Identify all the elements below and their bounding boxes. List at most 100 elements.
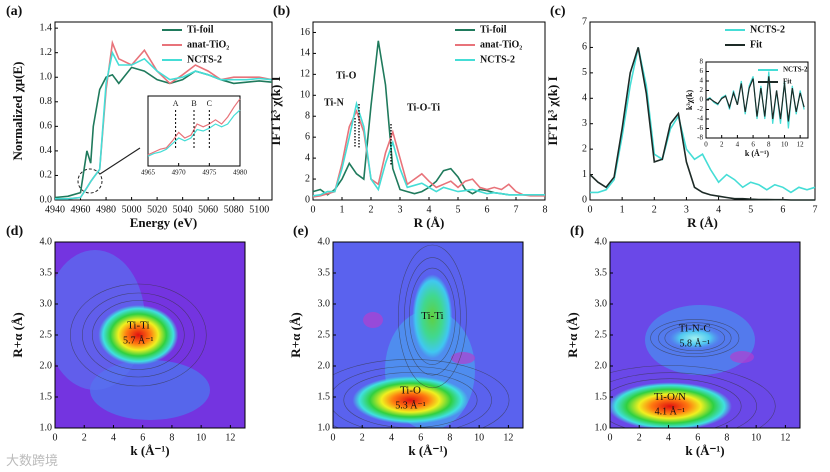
x-tick-label: 12 [503, 432, 513, 443]
x-tick-label: 12 [225, 432, 235, 443]
y-tick-label: 0.8 [40, 96, 53, 107]
x-tick-label: 5040 [173, 204, 193, 215]
y-tick-label: 4.0 [318, 236, 331, 247]
y-tick-label: 6 [582, 42, 587, 53]
annotation: Ti-O-Ti [407, 102, 440, 113]
panel-label: (d) [6, 224, 23, 239]
plot-frame [54, 241, 246, 429]
x-tick-label: 4980 [96, 204, 116, 215]
y-tick-label: 2.0 [595, 360, 608, 371]
x-tick-label: 0 [588, 204, 593, 215]
y-tick-label: 4.0 [40, 236, 53, 247]
x-tick-label: 8 [169, 432, 174, 443]
contour-map [55, 242, 245, 428]
peak-k-label: 5.8 Å⁻¹ [680, 337, 711, 349]
x-tick-label: 4 [427, 204, 432, 215]
contour-line [409, 267, 456, 366]
x-tick-label: 0 [311, 204, 316, 215]
panel-label: (a) [6, 4, 23, 19]
series-line [147, 98, 241, 156]
plot-frame [312, 21, 546, 201]
panel-label: (b) [273, 4, 290, 19]
x-axis-title: Energy (eV) [130, 215, 198, 230]
x-tick-label: 4 [111, 432, 116, 443]
y-axis-title: Normalized χμ(E) [10, 62, 25, 161]
peak-name: Ti-Ti [127, 320, 149, 332]
series-line [54, 66, 273, 199]
plot-frame [589, 21, 816, 201]
y-tick-label: -6 [697, 124, 703, 132]
x-tick-label: 5080 [224, 204, 244, 215]
y-tick-label: 1.5 [40, 391, 53, 402]
x-tick-label: 4 [666, 432, 671, 443]
inset-peak-label: C [207, 99, 212, 108]
x-tick-label: 6 [418, 432, 423, 443]
x-tick-label: 2 [360, 432, 365, 443]
y-tick-label: 3.0 [40, 298, 53, 309]
x-tick-label: 3 [398, 204, 403, 215]
y-tick-label: 1.5 [595, 391, 608, 402]
panel-label: (f) [570, 224, 584, 239]
y-tick-label: 0.6 [40, 121, 53, 132]
inset-peak-label: B [191, 99, 196, 108]
x-tick-label: 4970 [172, 169, 187, 177]
y-tick-label: 2.5 [595, 329, 608, 340]
y-tick-label: 4 [582, 93, 587, 104]
y-tick-label: 1.0 [40, 72, 53, 83]
peak-name: Ti-Ti [421, 310, 443, 322]
legend-label: NCTS-2 [783, 66, 808, 74]
x-tick-label: 12 [797, 141, 805, 149]
zoom-arrow [99, 147, 141, 175]
x-tick-label: 6 [485, 204, 490, 215]
y-tick-label: 8 [305, 111, 310, 122]
peak-k-label: 4.1 Å⁻¹ [655, 406, 686, 418]
map-blob [451, 352, 475, 364]
contour-line [92, 300, 185, 370]
x-tick-label: 5100 [249, 204, 269, 215]
y-tick-label: 14 [300, 48, 310, 59]
y-tick-label: 16 [300, 27, 310, 38]
x-tick-label: 5 [456, 204, 461, 215]
y-tick-label: 12 [300, 69, 310, 80]
x-tick-label: 2 [637, 432, 642, 443]
inset-peak-label: A [173, 99, 179, 108]
y-tick-label: 6 [305, 131, 310, 142]
x-tick-label: 4 [736, 141, 740, 149]
y-tick-label: -2 [697, 105, 703, 113]
peak-name: Ti-N-C [679, 323, 711, 335]
contour-line [404, 257, 461, 376]
peak-name: Ti-O [400, 385, 421, 397]
contour-line [664, 325, 725, 352]
y-tick-label: 2.0 [40, 360, 53, 371]
contour-line [610, 372, 757, 428]
x-tick-label: 4940 [45, 204, 65, 215]
y-tick-label: 4 [700, 77, 704, 85]
y-tick-label: 1.5 [318, 391, 331, 402]
x-tick-label: 2 [652, 204, 657, 215]
y-axis-title: IFT k³ χ(k) I [268, 76, 283, 145]
y-tick-label: 1.2 [40, 47, 53, 58]
x-tick-label: 5020 [147, 204, 167, 215]
y-tick-label: 7 [582, 16, 587, 27]
x-axis-title: k (Å⁻¹) [408, 443, 447, 458]
x-tick-label: 4980 [233, 169, 248, 177]
contour-line [610, 365, 776, 428]
peak [352, 376, 469, 425]
legend-label: NCTS-2 [187, 54, 222, 65]
contour-line [610, 378, 742, 428]
panel-label: (c) [550, 4, 566, 19]
x-tick-label: 0 [331, 432, 336, 443]
legend-label: Ti-foil [480, 24, 507, 35]
y-tick-label: 3.5 [318, 267, 331, 278]
panel-label: (e) [293, 224, 309, 239]
x-axis-title: k (Å⁻¹) [130, 443, 169, 458]
series-line [55, 50, 273, 200]
plot-frame [332, 241, 524, 429]
x-tick-label: 5000 [122, 204, 142, 215]
y-tick-label: 1.0 [318, 422, 331, 433]
contour-line [333, 359, 510, 428]
y-tick-label: -8 [697, 134, 703, 142]
series-line [590, 47, 816, 194]
y-tick-label: 1.0 [40, 422, 53, 433]
x-tick-label: 10 [474, 432, 484, 443]
